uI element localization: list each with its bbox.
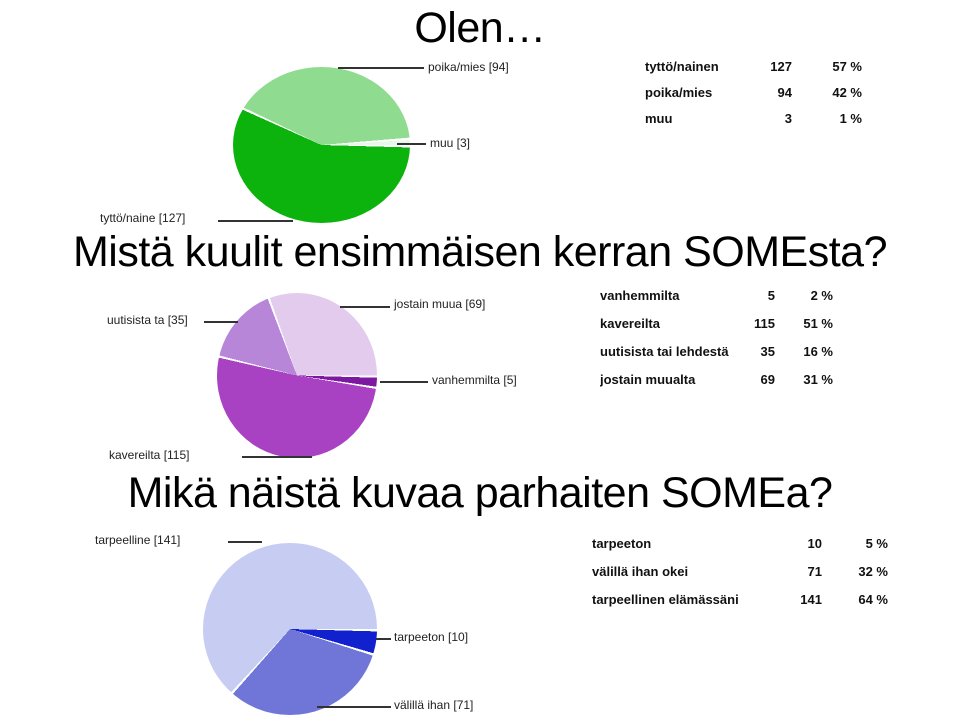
row-percent: 42 % bbox=[832, 85, 862, 100]
pie-slice-label: uutisista ta [35] bbox=[107, 313, 188, 327]
callout-line bbox=[242, 456, 312, 458]
row-percent: 32 % bbox=[858, 564, 888, 579]
pie-slice-label: tarpeeton [10] bbox=[394, 630, 469, 644]
row-percent: 57 % bbox=[832, 59, 862, 74]
row-label: tyttö/nainen bbox=[645, 59, 719, 74]
row-percent: 51 % bbox=[803, 316, 833, 331]
pie-slice-label: välillä ihan [71] bbox=[394, 698, 474, 712]
row-label: kavereilta bbox=[600, 316, 660, 331]
row-count: 127 bbox=[770, 59, 792, 74]
callout-line bbox=[380, 381, 428, 383]
callout-line bbox=[317, 706, 391, 708]
row-count: 3 bbox=[784, 111, 792, 126]
section-title-mista-kuulit: Mistä kuulit ensimmäisen kerran SOMEsta? bbox=[72, 228, 888, 276]
row-label: tarpeellinen elämässäni bbox=[592, 592, 739, 607]
section-title-olen: Olen… bbox=[414, 4, 546, 52]
row-label: uutisista tai lehdestä bbox=[600, 344, 729, 359]
callout-line bbox=[228, 541, 262, 543]
row-count: 10 bbox=[807, 536, 822, 551]
row-count: 94 bbox=[777, 85, 792, 100]
row-percent: 1 % bbox=[839, 111, 862, 126]
pie-slice-label: kavereilta [115] bbox=[109, 448, 190, 462]
row-count: 35 bbox=[760, 344, 775, 359]
callout-line bbox=[338, 67, 424, 69]
stats-table-first-heard: vanhemmilta 5 2 % kavereilta 115 51 % uu… bbox=[600, 282, 833, 394]
pie-slice-label: vanhemmilta [5] bbox=[432, 373, 517, 387]
row-percent: 2 % bbox=[810, 288, 833, 303]
row-count: 5 bbox=[767, 288, 775, 303]
callout-line bbox=[218, 220, 293, 222]
stats-table-describes-some: tarpeeton 10 5 % välillä ihan okei 71 32… bbox=[592, 530, 888, 614]
row-label: muu bbox=[645, 111, 673, 126]
row-count: 115 bbox=[754, 316, 775, 331]
row-label: välillä ihan okei bbox=[592, 564, 689, 579]
pie-slice-label: poika/mies [94] bbox=[428, 60, 509, 74]
row-label: vanhemmilta bbox=[600, 288, 680, 303]
pie-chart-gender bbox=[233, 67, 410, 223]
row-percent: 5 % bbox=[865, 536, 888, 551]
section-title-mika-naista: Mikä näistä kuvaa parhaiten SOMEa? bbox=[127, 469, 833, 517]
callout-line bbox=[340, 306, 390, 308]
pie-chart-first-heard bbox=[217, 293, 377, 458]
row-percent: 64 % bbox=[858, 592, 888, 607]
row-count: 141 bbox=[800, 592, 822, 607]
row-label: jostain muualta bbox=[600, 372, 696, 387]
callout-line bbox=[204, 321, 238, 323]
callout-line bbox=[376, 638, 391, 640]
pie-slice-label: tyttö/naine [127] bbox=[100, 211, 186, 225]
pie-slice-label: tarpeelline [141] bbox=[95, 533, 181, 547]
row-count: 71 bbox=[807, 564, 822, 579]
callout-line bbox=[397, 143, 426, 145]
row-percent: 16 % bbox=[803, 344, 833, 359]
row-label: poika/mies bbox=[645, 85, 713, 100]
stats-table-gender: tyttö/nainen 127 57 % poika/mies 94 42 %… bbox=[645, 54, 862, 132]
row-label: tarpeeton bbox=[592, 536, 652, 551]
pie-chart-describes-some bbox=[203, 543, 377, 715]
pie-slice-label: jostain muua [69] bbox=[394, 297, 486, 311]
pie-slice-label: muu [3] bbox=[430, 136, 471, 150]
row-percent: 31 % bbox=[803, 372, 833, 387]
row-count: 69 bbox=[760, 372, 775, 387]
